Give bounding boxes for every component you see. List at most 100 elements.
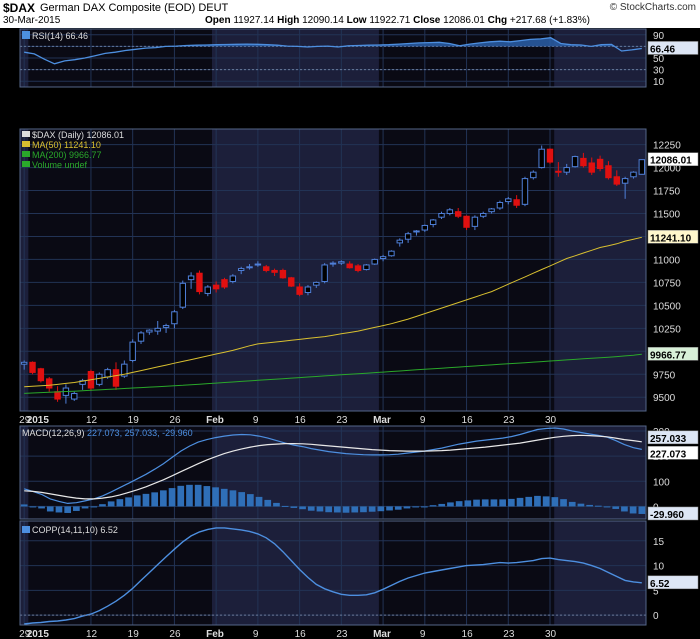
x-tick-label: 23	[503, 415, 515, 426]
candle-body	[221, 279, 228, 288]
x-tick-label: 29	[19, 629, 31, 639]
x-tick-label: 19	[128, 415, 140, 426]
macd-hist-bar	[638, 506, 646, 514]
candle-body	[388, 250, 395, 257]
macd-hist-bar	[421, 506, 428, 508]
macd-hist-bar	[621, 506, 628, 512]
ma200-line	[24, 353, 642, 394]
candle-body	[313, 281, 320, 286]
signal-last-tag-bg	[647, 446, 699, 460]
price-legend-entry: $DAX (Daily) 12086.01	[32, 130, 124, 140]
hist-last-tag-bg	[647, 506, 699, 521]
macd-hist-bar	[542, 496, 550, 507]
tick-label-price: 12000	[653, 164, 681, 175]
x-tick-label: 9	[253, 629, 259, 639]
macd-hist-bar	[264, 499, 272, 507]
candle-body	[304, 286, 312, 294]
chart-date: 30-Mar-2015	[3, 15, 61, 26]
x-tick-label: 9	[420, 629, 426, 639]
macd-hist-bar	[525, 496, 533, 507]
candle-body	[146, 329, 153, 333]
candle-body	[563, 167, 570, 173]
candle-body	[20, 361, 28, 365]
chg-value: +217.68 (+1.83%)	[509, 15, 590, 26]
candle-body	[229, 275, 237, 282]
rsi-legend: RSI(14) 66.46	[32, 31, 88, 41]
macd-hist-bar	[386, 506, 393, 511]
x-tick-label: 9	[253, 415, 259, 426]
open-value: 11927.14	[233, 15, 275, 26]
macd-hist-bar	[586, 504, 593, 507]
price-legend-swatch	[22, 151, 30, 157]
tick-label-rsi: 30	[653, 66, 665, 77]
signal-last-tag: 227.073	[650, 449, 687, 460]
tick-label-rsi: 90	[653, 31, 665, 42]
open-label: Open	[205, 15, 231, 26]
copp-last-tag-bg	[647, 575, 699, 590]
macd-hist-bar	[107, 501, 115, 507]
candle-body	[129, 341, 136, 361]
x-tick-label: Mar	[373, 415, 391, 426]
macd-hist-bar	[142, 493, 150, 507]
tick-label-rsi: 10	[653, 77, 665, 88]
low-value: 11922.71	[369, 15, 411, 26]
candle-body	[271, 269, 278, 273]
month-shade-copp-2	[554, 521, 646, 625]
candle-body	[37, 368, 45, 382]
candle-body	[413, 230, 420, 233]
macd-hist-bar	[534, 495, 541, 507]
macd-hist-bar	[99, 504, 106, 507]
macd-hist-bar	[316, 506, 324, 512]
macd-hist-bar	[186, 484, 193, 507]
macd-hist-bar	[247, 494, 254, 507]
x-tick-label: 19	[128, 629, 140, 639]
x-tick-label: 16	[295, 629, 307, 639]
price-last-tag-bg	[647, 152, 699, 166]
copp-last-tag: 6.52	[650, 579, 670, 590]
copyright[interactable]: © StockCharts.com	[609, 2, 696, 13]
macd-hist-bar	[360, 506, 367, 513]
month-shade-price-1	[211, 129, 379, 411]
ma200-last-tag-bg	[647, 347, 699, 361]
candle-body	[46, 378, 53, 389]
candle-body	[505, 198, 512, 203]
candle-body	[480, 213, 487, 217]
macd-hist-bar	[594, 505, 602, 507]
x-tick-label: Feb	[206, 415, 224, 426]
low-label: Low	[346, 15, 367, 26]
chg-label: Chg	[487, 15, 508, 26]
x-tick-label: 26	[169, 629, 181, 639]
macd-hist-bar	[220, 488, 228, 507]
ohlc-readout: Open 11927.14 High 12090.14 Low 11922.71…	[205, 15, 590, 26]
candle-body	[288, 277, 295, 287]
x-tick-label: 23	[336, 415, 348, 426]
candle-body	[54, 391, 61, 400]
x-tick-label: Feb	[206, 629, 224, 639]
rsi-line	[24, 37, 642, 65]
macd-legend: MACD(12,26,9) 227.073, 257.033, -29.960	[22, 428, 193, 438]
macd-hist-bar	[412, 506, 419, 508]
candle-body	[338, 261, 345, 264]
macd-hist-bar	[125, 497, 132, 507]
candle-body	[404, 233, 412, 240]
x-tick-label: 16	[462, 415, 474, 426]
candle-body	[187, 275, 195, 281]
rsi-last-tag-bg	[647, 41, 699, 55]
candle-body	[421, 224, 429, 231]
panel-price-border	[19, 128, 647, 412]
macd-hist-bar	[377, 506, 385, 512]
candle-body	[204, 286, 212, 294]
candle-body	[29, 361, 36, 373]
price-legend-entry: MA(50) 11241.10	[32, 140, 101, 150]
candle-body	[263, 266, 270, 271]
macd-hist-bar	[64, 506, 72, 513]
candle-body	[154, 327, 161, 332]
candle-body	[488, 208, 495, 213]
tick-label-price: 10500	[653, 301, 681, 312]
candle-body	[588, 162, 595, 173]
macd-hist-bar	[55, 506, 63, 513]
candle-body	[321, 264, 328, 282]
macd-hist-bar	[507, 498, 515, 507]
